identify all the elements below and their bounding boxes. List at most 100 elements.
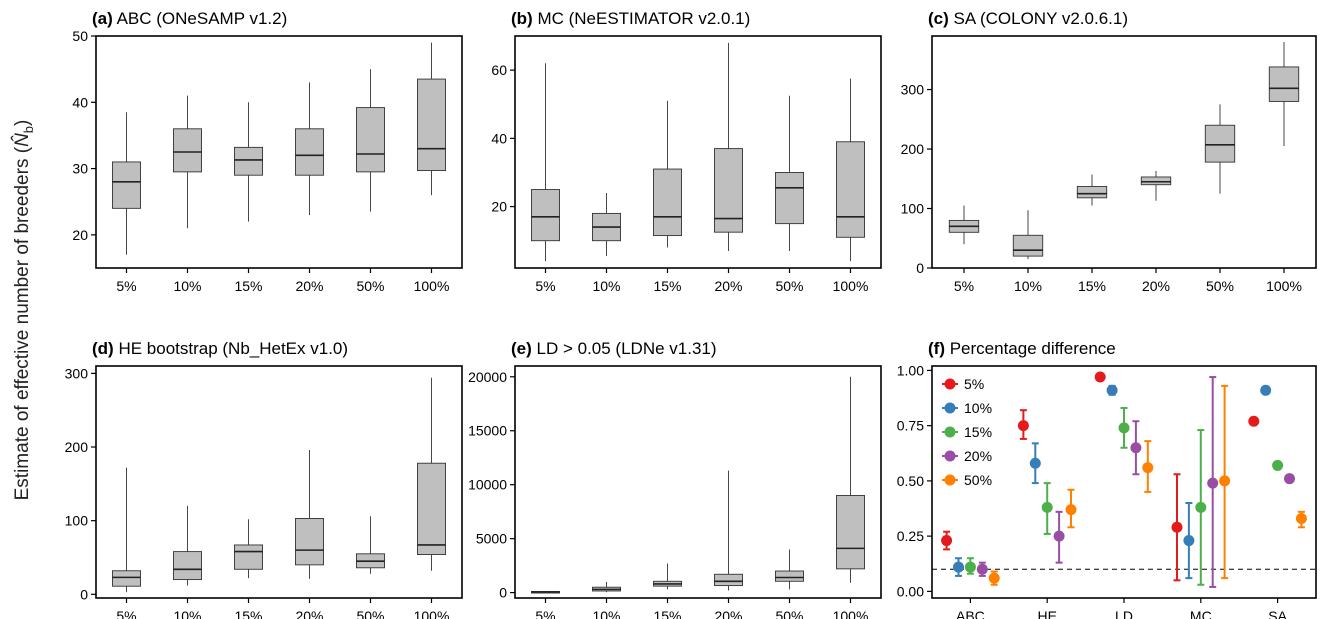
y-tick-label: 200 (65, 439, 89, 455)
box-20% (295, 449, 324, 579)
box-iqr (775, 172, 804, 225)
x-tick-label: LD (1115, 608, 1133, 619)
x-tick-label: 5% (954, 278, 974, 294)
x-tick-label: ABC (956, 608, 985, 619)
box-5% (112, 467, 141, 593)
y-tick-label: 300 (65, 365, 89, 381)
y-tick-label: 40 (491, 130, 507, 146)
box-5% (531, 63, 560, 262)
x-tick-label: 20% (714, 278, 742, 294)
x-tick-label: 100% (833, 278, 869, 294)
box-15% (653, 100, 682, 248)
data-point (1171, 521, 1183, 533)
panel-label: (a) (92, 9, 113, 28)
y-tick-label: 1.00 (897, 362, 924, 378)
box-15% (1076, 174, 1108, 206)
panel-label: (b) (511, 9, 533, 28)
box-iqr (234, 146, 263, 176)
box-50% (775, 549, 804, 590)
data-point (1207, 477, 1219, 489)
box-100% (836, 376, 865, 583)
x-tick-label: 50% (775, 278, 803, 294)
panel-title-text: Percentage difference (945, 339, 1116, 358)
box-iqr (173, 551, 202, 581)
box-iqr (836, 495, 865, 570)
x-tick-label: 5% (535, 608, 555, 619)
box-iqr (836, 141, 865, 238)
box-20% (714, 42, 743, 251)
box-20% (295, 82, 324, 215)
plot-frame (514, 365, 882, 599)
box-5% (112, 112, 141, 255)
x-tick-label: 50% (356, 278, 384, 294)
panel-label: (c) (928, 9, 949, 28)
panel-e: (e) LD > 0.05 (LDNe v1.31) 0 5000 10000 1500… (468, 339, 882, 619)
x-tick-label: 20% (714, 608, 742, 619)
y-tick-label: 30 (72, 161, 88, 177)
y-tick-label: 200 (901, 141, 925, 157)
box-50% (1204, 104, 1236, 194)
panel-title-a: (a) ABC (ONeSAMP v1.2) (92, 9, 287, 28)
box-iqr (653, 168, 682, 237)
panel-f: (f) Percentage difference 0.00 0.25 0.50 0.7… (897, 339, 1317, 619)
x-tick-label: 15% (1078, 278, 1106, 294)
legend-label: 50% (964, 472, 992, 488)
box-15% (653, 563, 682, 590)
y-tick-label: 300 (901, 82, 925, 98)
data-point (1065, 504, 1077, 516)
box-10% (592, 581, 621, 593)
x-tick-label: 20% (295, 278, 323, 294)
data-point (964, 561, 976, 573)
plot-frame (931, 35, 1317, 269)
y-tick-label: 0 (80, 586, 88, 602)
y-tick-label: 0.75 (897, 418, 924, 434)
panel-b: (b) MC (NeESTIMATOR v2.0.1) 20 40 60 5% 10% 15… (491, 9, 882, 294)
plot-frame (514, 35, 882, 269)
panel-label: (f) (928, 339, 945, 358)
legend-marker (944, 474, 956, 486)
panel-label: (e) (511, 339, 532, 358)
box-iqr (775, 570, 804, 582)
box-iqr (112, 161, 141, 209)
panel-title-text: ABC (ONeSAMP v1.2) (113, 9, 287, 28)
y-tick-label: 0.25 (897, 528, 924, 544)
panel-title-text: SA (COLONY v2.0.6.1) (949, 9, 1128, 28)
x-tick-label: 5% (535, 278, 555, 294)
box-100% (417, 42, 446, 196)
data-point (1029, 457, 1041, 469)
x-tick-label: HE (1037, 608, 1056, 619)
x-tick-label: 15% (234, 278, 262, 294)
x-tick-label: 15% (653, 278, 681, 294)
box-10% (173, 505, 202, 586)
y-tick-label: 15000 (468, 423, 507, 439)
data-point (1183, 535, 1195, 547)
box-20% (1140, 171, 1172, 201)
box-iqr (531, 189, 560, 242)
panel-title-text: LD > 0.05 (LDNe v1.31) (532, 339, 717, 358)
y-tick-label: 100 (65, 513, 89, 529)
y-tick-label: 50 (72, 28, 88, 44)
x-tick-label: 50% (775, 608, 803, 619)
data-point (1017, 420, 1029, 432)
box-iqr (1140, 176, 1172, 186)
data-point (1272, 459, 1284, 471)
box-15% (234, 519, 263, 579)
box-iqr (1012, 234, 1044, 257)
y-tick-label: 100 (901, 201, 925, 217)
y-tick-label: 0 (499, 585, 507, 601)
box-50% (775, 95, 804, 251)
box-100% (417, 377, 446, 571)
data-point (1053, 530, 1065, 542)
x-tick-label: 10% (592, 278, 620, 294)
panel-title-text: MC (NeESTIMATOR v2.0.1) (533, 9, 751, 28)
panel-title-text: HE bootstrap (Nb_HetEx v1.0) (114, 339, 348, 358)
data-point (1130, 442, 1142, 454)
panel-title-c: (c) SA (COLONY v2.0.6.1) (928, 9, 1128, 28)
x-tick-label: 15% (653, 608, 681, 619)
series-50% (988, 384, 1307, 586)
plot-frame (95, 35, 463, 269)
x-tick-label: 10% (173, 278, 201, 294)
data-point (952, 561, 964, 573)
x-tick-label: 100% (833, 608, 869, 619)
